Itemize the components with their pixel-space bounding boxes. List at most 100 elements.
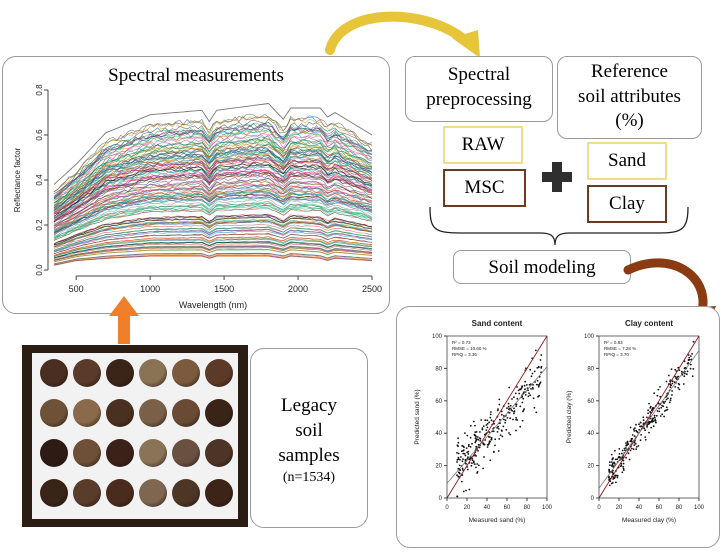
data-point <box>626 441 629 444</box>
data-point <box>496 427 498 429</box>
data-point <box>466 468 469 471</box>
data-point <box>687 362 690 364</box>
data-point <box>529 368 532 371</box>
data-point <box>506 407 508 409</box>
data-point <box>489 459 492 462</box>
x-axis-label: Wavelength (nm) <box>179 300 247 310</box>
spectrum-line <box>53 236 373 256</box>
data-point <box>486 419 489 422</box>
data-point <box>634 443 637 445</box>
data-point <box>646 416 648 419</box>
data-point <box>647 409 649 412</box>
data-point <box>610 453 613 456</box>
data-point <box>671 390 673 392</box>
reference-title-line2: soil attributes <box>578 86 681 107</box>
plus-icon <box>542 162 572 192</box>
data-point <box>507 402 510 405</box>
stat-label: RMSE = 10.60 % <box>452 346 487 351</box>
spectrum-line <box>53 214 373 245</box>
data-point <box>648 402 650 405</box>
data-point <box>486 446 489 448</box>
scatter-title: Sand content <box>472 319 523 328</box>
data-point <box>658 410 661 413</box>
data-point <box>540 365 543 368</box>
data-point <box>462 458 464 461</box>
data-point <box>519 425 522 428</box>
data-point <box>622 465 625 468</box>
soil-sample-chip <box>172 479 200 507</box>
data-point <box>529 383 532 386</box>
soil-sample-chip <box>40 479 68 507</box>
data-point <box>634 427 636 429</box>
spectrum-line <box>53 129 373 201</box>
spectral-preprocessing-box <box>405 56 553 122</box>
spectrum-line <box>53 128 373 200</box>
data-point <box>625 442 627 444</box>
data-point <box>516 397 519 400</box>
y-tick-label: 20 <box>435 464 442 470</box>
data-point <box>654 420 657 422</box>
data-point <box>498 438 501 440</box>
data-point <box>680 370 683 373</box>
y-tick-label: 0.8 <box>35 84 44 96</box>
data-point <box>480 419 483 421</box>
legacy-line4: (n=1534) <box>282 470 336 485</box>
data-point <box>465 463 467 465</box>
data-point <box>496 431 499 433</box>
y-tick-label: 0 <box>439 496 443 502</box>
spectrum-line <box>53 123 373 198</box>
data-point <box>691 375 694 378</box>
data-point <box>537 395 539 398</box>
y-tick-label: 0.4 <box>35 174 44 186</box>
data-point <box>669 397 672 400</box>
data-point <box>530 388 532 390</box>
data-point <box>653 416 656 419</box>
x-tick-label: 60 <box>504 505 511 511</box>
data-point <box>540 354 543 356</box>
data-point <box>620 452 623 455</box>
data-point <box>486 426 489 429</box>
spectrum-line <box>53 136 372 203</box>
data-point <box>508 412 511 414</box>
data-point <box>652 407 654 409</box>
data-point <box>666 408 669 411</box>
data-point <box>458 472 461 475</box>
spectrum-line <box>53 169 372 221</box>
data-point <box>476 436 479 438</box>
soil-sample-chip <box>106 439 134 467</box>
data-point <box>490 437 493 439</box>
data-point <box>479 438 482 440</box>
data-point <box>485 429 488 431</box>
data-point <box>663 402 665 404</box>
data-point <box>469 446 472 448</box>
y-tick-label: 0.2 <box>35 219 44 231</box>
data-point <box>457 445 459 448</box>
data-point <box>489 413 492 416</box>
data-point <box>635 448 638 450</box>
stat-label: R² = 0.73 <box>452 340 471 345</box>
spectrum-line <box>53 145 373 208</box>
data-point <box>661 413 664 416</box>
data-point <box>524 394 527 396</box>
soil-sample-chip <box>139 399 167 427</box>
data-point <box>642 419 645 422</box>
x-tick-label: 60 <box>656 505 663 511</box>
data-point <box>612 462 614 465</box>
x-tick-label: 0 <box>445 505 449 511</box>
data-point <box>477 438 480 441</box>
x-tick-label: 0 <box>597 505 601 511</box>
data-point <box>668 401 671 404</box>
spectrum-line <box>53 255 373 266</box>
data-point <box>482 442 484 445</box>
spectrum-line <box>53 245 373 261</box>
data-point <box>537 365 540 368</box>
data-point <box>519 388 521 391</box>
data-point <box>691 353 693 355</box>
data-point <box>622 459 625 462</box>
soil-sample-chip <box>172 359 200 387</box>
spectrum-line <box>53 174 373 224</box>
data-point <box>497 428 500 430</box>
data-point <box>686 373 688 376</box>
spectrum-line <box>53 177 373 227</box>
spectrum-line <box>53 152 373 211</box>
